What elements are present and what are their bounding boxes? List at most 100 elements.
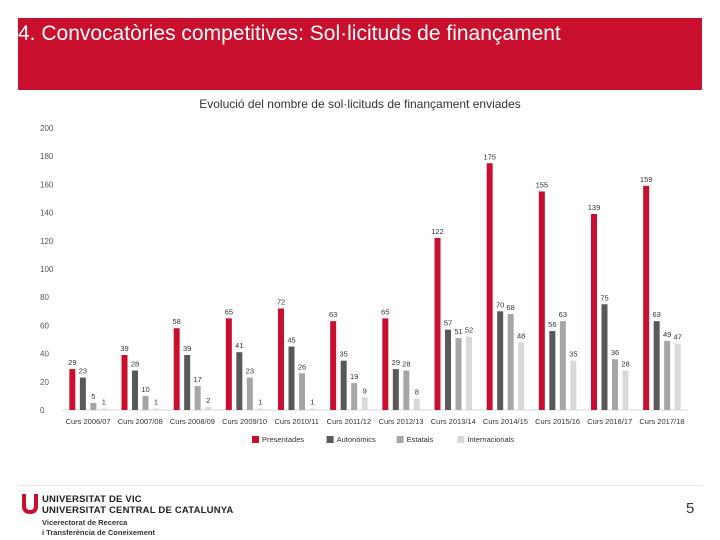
bar-internacionals	[153, 408, 159, 410]
y-tick-label: 200	[40, 124, 54, 133]
data-label: 58	[172, 317, 180, 326]
legend-swatch-estatals	[396, 436, 404, 443]
bar-presentades	[121, 355, 128, 410]
bar-estatals	[612, 359, 618, 410]
data-label: 26	[298, 362, 306, 371]
y-tick-label: 0	[40, 406, 45, 415]
x-tick-label: Curs 2014/15	[483, 417, 528, 426]
bar-autonòmics	[132, 370, 138, 410]
legend-swatch-internacionals	[457, 436, 465, 443]
bar-presentades	[225, 318, 232, 410]
data-label: 47	[673, 333, 681, 342]
bar-internacionals	[570, 360, 577, 410]
data-label: 19	[350, 372, 358, 381]
data-label: 175	[483, 152, 496, 161]
bar-estatals	[142, 395, 149, 410]
x-tick-label: Curs 2017/18	[639, 417, 684, 426]
bar-estatals	[559, 321, 566, 410]
y-tick-label: 100	[40, 265, 54, 274]
y-tick-label: 160	[40, 180, 54, 189]
bar-internacionals	[257, 408, 264, 410]
data-label: 56	[548, 320, 556, 329]
bar-presentades	[382, 318, 389, 410]
x-tick-label: Curs 2012/13	[379, 417, 424, 426]
bar-presentades	[643, 185, 650, 410]
page-number: 5	[686, 500, 695, 517]
data-label: 139	[588, 203, 601, 212]
data-label: 23	[79, 367, 87, 376]
bar-autonòmics	[445, 329, 451, 410]
data-label: 35	[569, 350, 577, 359]
university-logo-icon	[22, 494, 38, 514]
bar-presentades	[591, 214, 597, 410]
x-tick-label: Curs 2006/07	[66, 417, 111, 426]
bar-presentades	[330, 321, 337, 410]
data-label: 8	[415, 388, 419, 397]
data-label: 70	[496, 300, 504, 309]
bar-estatals	[403, 370, 410, 410]
legend-label: Internacionals	[467, 435, 514, 444]
data-label: 63	[652, 310, 660, 319]
bar-autonòmics	[288, 346, 295, 410]
y-tick-label: 60	[40, 321, 49, 330]
vicerectorat-line-2: i Transferència de Coneixement	[42, 528, 155, 537]
bar-internacionals	[413, 398, 420, 410]
data-label: 9	[363, 386, 367, 395]
bar-presentades	[69, 369, 76, 410]
data-label: 17	[193, 375, 201, 384]
header-bar	[18, 18, 702, 90]
bar-estatals	[455, 338, 462, 410]
data-label: 23	[246, 367, 254, 376]
data-label: 75	[600, 293, 608, 302]
bar-internacionals	[361, 397, 368, 410]
data-label: 29	[68, 358, 76, 367]
bar-estatals	[351, 383, 358, 410]
bar-autonòmics	[601, 304, 608, 410]
chart-title: Evolució del nombre de sol·licituds de f…	[199, 97, 521, 111]
bar-autonòmics	[184, 355, 191, 410]
bar-autonòmics	[340, 360, 347, 410]
data-label: 28	[402, 360, 410, 369]
legend-label: Autonòmics	[337, 435, 376, 444]
x-tick-label: Curs 2009/10	[222, 417, 267, 426]
data-label: 63	[329, 310, 337, 319]
legend-label: Estatals	[407, 435, 434, 444]
data-label: 51	[454, 327, 462, 336]
data-label: 28	[621, 360, 629, 369]
data-label: 159	[640, 175, 653, 184]
y-tick-label: 140	[40, 209, 54, 218]
y-tick-label: 40	[40, 350, 49, 359]
data-label: 35	[339, 350, 347, 359]
university-name-1: UNIVERSITAT DE VIC	[42, 494, 142, 505]
bar-presentades	[538, 191, 545, 410]
bar-autonòmics	[549, 331, 556, 410]
data-label: 39	[120, 344, 128, 353]
x-tick-label: Curs 2010/11	[275, 417, 319, 426]
data-label: 41	[235, 341, 243, 350]
y-tick-label: 120	[40, 237, 54, 246]
vicerectorat-line-1: Vicerectorat de Recerca	[42, 518, 128, 527]
bar-autonòmics	[236, 352, 243, 410]
data-label: 68	[506, 303, 514, 312]
data-label: 1	[154, 398, 158, 407]
bar-presentades	[434, 237, 441, 410]
bar-autonòmics	[497, 311, 504, 410]
x-tick-label: Curs 2016/17	[587, 417, 632, 426]
bar-internacionals	[674, 343, 681, 410]
x-tick-label: Curs 2013/14	[431, 417, 476, 426]
footer-divider	[18, 485, 702, 486]
bar-estatals	[90, 402, 97, 410]
data-label: 10	[141, 385, 149, 394]
bar-presentades	[173, 328, 180, 410]
data-label: 49	[663, 330, 671, 339]
data-label: 155	[536, 180, 549, 189]
data-label: 39	[183, 344, 191, 353]
y-tick-label: 80	[40, 293, 49, 302]
data-label: 52	[465, 326, 473, 335]
bar-autonòmics	[653, 321, 660, 410]
bar-autonòmics	[79, 377, 86, 410]
data-label: 65	[225, 307, 233, 316]
data-label: 29	[392, 358, 400, 367]
data-label: 1	[102, 398, 106, 407]
bar-internacionals	[466, 336, 472, 410]
